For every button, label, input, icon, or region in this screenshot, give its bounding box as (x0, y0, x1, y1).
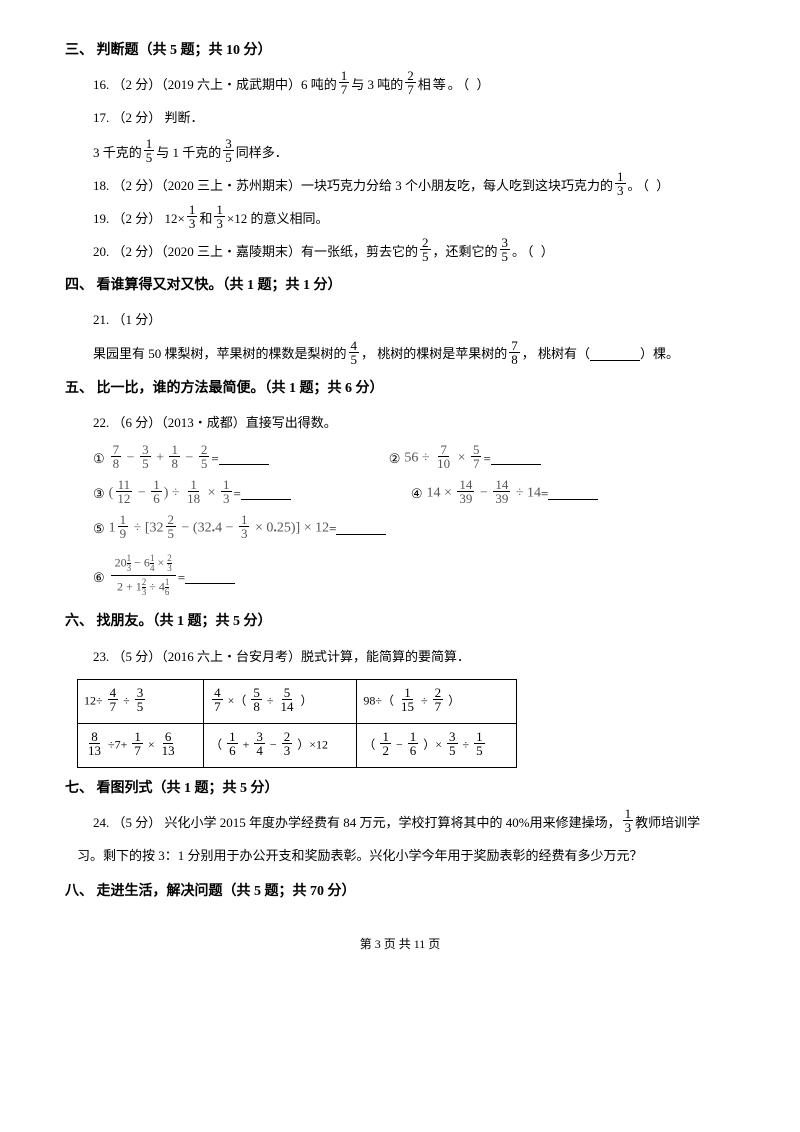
q21-line1: 21. （1 分） (93, 306, 735, 335)
formula-6: 2013 − 614 × 23 2 + 123 ÷ 416 (109, 554, 178, 601)
formula-row-2: ③ (1112 − 16) ÷ 118 × 13 = ④ 14 × 1439 −… (93, 480, 735, 507)
section-7-title: 七、 看图列式（共 1 题；共 5 分） (65, 776, 735, 801)
frac: 78 (509, 339, 520, 366)
frac: 13 (187, 203, 198, 230)
cell-1-3: 98÷（ 115 ÷ 27 ） (357, 680, 517, 724)
frac: 15 (144, 137, 155, 164)
frac: 45 (349, 339, 360, 366)
q24-line1: 24. （5 分） 兴化小学 2015 年度办学经费有 84 万元，学校打算将其… (93, 809, 735, 836)
q16-mid: 与 3 吨的 (351, 73, 403, 96)
formula-3: (1112 − 16) ÷ 118 × 13 (109, 480, 234, 507)
frac: 27 (405, 69, 416, 96)
q16-prefix: 16. （2 分）（2019 六上・成武期中）6 吨的 (93, 73, 337, 96)
frac: 35 (223, 137, 234, 164)
q18: 18. （2 分）（2020 三上・苏州期末）一块巧克力分给 3 个小朋友吃，每… (93, 172, 735, 199)
q16-suffix: 相等。（ ） (418, 73, 492, 96)
section-8-title: 八、 走进生活，解决问题（共 5 题；共 70 分） (65, 879, 735, 904)
cell-2-2: （ 16 + 34 − 23 ）×12 (204, 724, 357, 768)
frac: 13 (623, 807, 634, 834)
q17-line1: 17. （2 分） 判断． (93, 104, 735, 133)
q16: 16. （2 分）（2019 六上・成武期中）6 吨的 17 与 3 吨的 27… (93, 71, 735, 98)
formula-row-4: ⑥ 2013 − 614 × 23 2 + 123 ÷ 416 = (93, 554, 735, 601)
q22: 22. （6 分）（2013・成都）直接写出得数。 (93, 409, 735, 438)
q20: 20. （2 分）（2020 三上・嘉陵期末）有一张纸，剪去它的 25 ，还剩它… (93, 238, 735, 265)
formula-2: 56 ÷ 710 × 57 (404, 445, 483, 472)
frac: 17 (339, 69, 350, 96)
frac: 13 (214, 203, 225, 230)
section-4-title: 四、 看谁算得又对又快。（共 1 题；共 1 分） (65, 273, 735, 298)
cell-2-1: 813 ÷7+ 17 × 613 (78, 724, 204, 768)
frac: 35 (500, 236, 511, 263)
formula-1: 78 − 35 + 18 − 25 (109, 445, 212, 472)
calc-table: 12÷ 47 ÷ 35 47 ×（ 58 ÷ 514 ） 98÷（ 115 ÷ … (77, 679, 517, 768)
blank (590, 348, 640, 361)
formula-5: 119 ÷ [3225 − (32.4 − 13 × 0.25)] × 12 (109, 515, 329, 542)
frac: 25 (420, 236, 431, 263)
formula-4: 14 × 1439 − 1439 ÷ 14 (427, 480, 542, 507)
q17-line2: 3 千克的 15 与 1 千克的 35 同样多． (93, 139, 735, 166)
cell-2-3: （ 12 − 16 ）× 35 ÷ 15 (357, 724, 517, 768)
cell-1-2: 47 ×（ 58 ÷ 514 ） (204, 680, 357, 724)
formula-row-3: ⑤ 119 ÷ [3225 − (32.4 − 13 × 0.25)] × 12… (93, 515, 735, 542)
q19: 19. （2 分） 12× 13 和 13 ×12 的意义相同。 (93, 205, 735, 232)
section-6-title: 六、 找朋友。（共 1 题；共 5 分） (65, 609, 735, 634)
table-row: 12÷ 47 ÷ 35 47 ×（ 58 ÷ 514 ） 98÷（ 115 ÷ … (78, 680, 517, 724)
cell-1-1: 12÷ 47 ÷ 35 (78, 680, 204, 724)
section-5-title: 五、 比一比，谁的方法最简便。（共 1 题；共 6 分） (65, 376, 735, 401)
frac: 13 (615, 170, 626, 197)
formula-row-1: ① 78 − 35 + 18 − 25 = ② 56 ÷ 710 × 57 = (93, 445, 735, 472)
q21-line2: 果园里有 50 棵梨树，苹果树的棵数是梨树的 45 ， 桃树的棵树是苹果树的 7… (93, 341, 735, 368)
table-row: 813 ÷7+ 17 × 613 （ 16 + 34 − 23 ）×12 （ 1… (78, 724, 517, 768)
section-3-title: 三、 判断题（共 5 题；共 10 分） (65, 38, 735, 63)
q23: 23. （5 分）（2016 六上・台安月考）脱式计算，能简算的要简算． (93, 643, 735, 672)
page-footer: 第 3 页 共 11 页 (65, 934, 735, 956)
q24-line2: 习。剩下的按 3：1 分别用于办公开支和奖励表彰。兴化小学今年用于奖励表彰的经费… (77, 842, 735, 871)
